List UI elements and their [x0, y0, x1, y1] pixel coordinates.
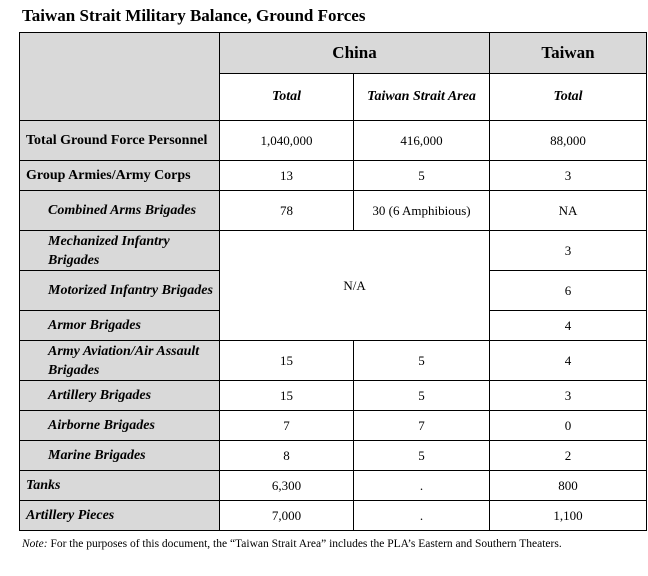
cell-china-strait: 5 — [352, 340, 491, 381]
table-row: Combined Arms Brigades 78 30 (6 Amphibio… — [19, 190, 648, 231]
cell-taiwan-total: 3 — [489, 230, 648, 271]
header-china-total: Total — [219, 73, 354, 121]
cell-china-total: 7 — [219, 410, 354, 441]
row-label: Total Ground Force Personnel — [19, 120, 220, 161]
table-row: Marine Brigades 8 5 2 — [19, 440, 648, 471]
note-prefix: Note: — [22, 538, 48, 550]
header-taiwan: Taiwan — [489, 32, 648, 74]
cell-taiwan-total: 88,000 — [489, 120, 648, 161]
cell-china-total: 78 — [219, 190, 354, 231]
cell-taiwan-total: 4 — [489, 340, 648, 381]
table-row: Group Armies/Army Corps 13 5 3 — [19, 160, 648, 191]
cell-taiwan-total: 0 — [489, 410, 648, 441]
row-label: Combined Arms Brigades — [19, 190, 220, 231]
row-label: Mechanized Infantry Brigades — [19, 230, 220, 271]
table-row: Total Ground Force Personnel 1,040,000 4… — [19, 120, 648, 161]
cell-taiwan-total: 4 — [489, 310, 648, 341]
cell-taiwan-total: NA — [489, 190, 648, 231]
cell-china-total: 8 — [219, 440, 354, 471]
header-china: China — [218, 32, 491, 74]
cell-china-strait: 7 — [352, 410, 491, 441]
cell-china-strait: 5 — [352, 440, 491, 471]
header-taiwan-total: Total — [489, 73, 648, 121]
table-note: Note: For the purposes of this document,… — [22, 537, 622, 552]
cell-china-strait: 5 — [352, 160, 491, 191]
table-row: Tanks 6,300 . 800 — [19, 470, 648, 501]
table-row: Army Aviation/Air Assault Brigades 15 5 … — [19, 340, 648, 381]
cell-china-strait: . — [352, 470, 491, 501]
cell-taiwan-total: 800 — [489, 470, 648, 501]
row-label: Motorized Infantry Brigades — [19, 270, 220, 311]
cell-china-strait: 416,000 — [352, 120, 491, 161]
cell-china-total: 15 — [219, 380, 354, 411]
cell-taiwan-total: 1,100 — [489, 500, 648, 531]
cell-china-total: 7,000 — [219, 500, 354, 531]
table-row: Artillery Pieces 7,000 . 1,100 — [19, 500, 648, 531]
row-label: Tanks — [19, 470, 220, 501]
row-label: Airborne Brigades — [19, 410, 220, 441]
cell-china-total: 6,300 — [219, 470, 354, 501]
cell-china-total: 15 — [219, 340, 354, 381]
cell-taiwan-total: 6 — [489, 270, 648, 311]
table-row: Airborne Brigades 7 7 0 — [19, 410, 648, 441]
cell-china-strait: 5 — [352, 380, 491, 411]
row-label: Army Aviation/Air Assault Brigades — [19, 340, 220, 381]
table-row: Mechanized Infantry Brigades N/A 3 — [19, 230, 648, 341]
cell-taiwan-total: 3 — [489, 160, 648, 191]
page-title: Taiwan Strait Military Balance, Ground F… — [22, 6, 366, 25]
header-corner-cell — [19, 32, 220, 121]
cell-taiwan-total: 3 — [489, 380, 648, 411]
row-label: Group Armies/Army Corps — [19, 160, 220, 191]
cell-china-total: 1,040,000 — [219, 120, 354, 161]
ground-forces-table: China Taiwan Total Taiwan Strait Area To… — [19, 32, 648, 531]
row-label: Artillery Pieces — [19, 500, 220, 531]
table-row: Artillery Brigades 15 5 3 — [19, 380, 648, 411]
row-label: Artillery Brigades — [19, 380, 220, 411]
cell-china-merged: N/A — [218, 230, 491, 341]
header-china-strait-area: Taiwan Strait Area — [352, 73, 491, 121]
note-text: For the purposes of this document, the “… — [47, 538, 562, 550]
cell-china-strait: 30 (6 Amphibious) — [352, 190, 491, 231]
cell-china-strait: . — [352, 500, 491, 531]
cell-china-total: 13 — [219, 160, 354, 191]
table-row: Motorized Infantry Brigades 6 — [19, 270, 648, 311]
cell-taiwan-total: 2 — [489, 440, 648, 471]
row-label: Armor Brigades — [19, 310, 220, 341]
row-label: Marine Brigades — [19, 440, 220, 471]
